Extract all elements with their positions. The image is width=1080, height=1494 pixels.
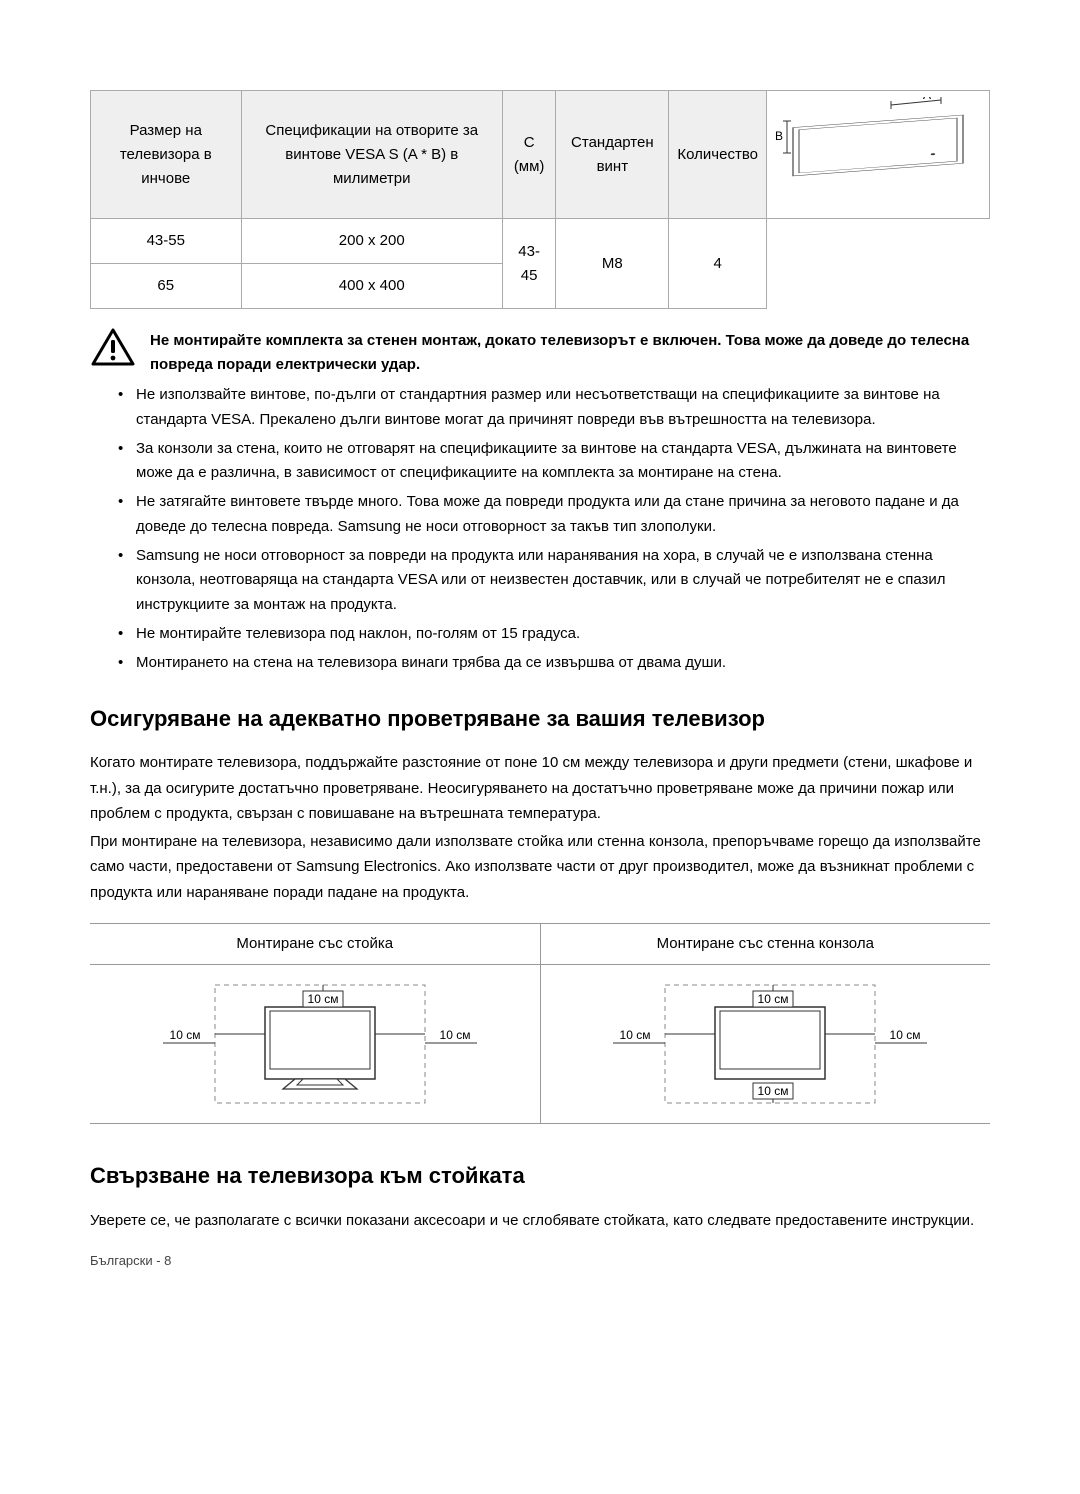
cell-size-1: 65 [91, 264, 242, 309]
page-footer: Български - 8 [90, 1251, 990, 1272]
cell-c-value: 43-45 [502, 219, 555, 309]
warning-triangle-icon [90, 327, 136, 367]
th-std-screw: Стандартен винт [556, 91, 669, 219]
clearance-top: 10 см [307, 992, 338, 1006]
vesa-spec-table: Размер на телевизора в инчове Спецификац… [90, 90, 990, 309]
vent-stand-diagram-cell: 10 см 10 см 10 см [90, 965, 540, 1124]
stand-para: Уверете се, че разполагате с всички пока… [90, 1208, 990, 1234]
warning-block: Не монтирайте комплекта за стенен монтаж… [90, 327, 990, 377]
warning-text: Не монтирайте комплекта за стенен монтаж… [150, 327, 990, 377]
wall-clearance-diagram-icon: 10 см 10 см 10 см 10 см [585, 979, 945, 1109]
clearance-right: 10 см [439, 1028, 470, 1042]
cell-vesa-0: 200 x 200 [241, 219, 502, 264]
clearance-right-w: 10 см [890, 1028, 921, 1042]
diagram-label-a: A [923, 97, 931, 102]
cell-vesa-1: 400 x 400 [241, 264, 502, 309]
th-vesa-spec: Спецификации на отворите за винтове VESA… [241, 91, 502, 219]
cell-qty: 4 [669, 219, 767, 309]
list-item: Не използвайте винтове, по-дълги от стан… [118, 383, 990, 433]
list-item: Не монтирайте телевизора под наклон, по-… [118, 622, 990, 647]
clearance-top-w: 10 см [758, 992, 789, 1006]
th-tv-size: Размер на телевизора в инчове [91, 91, 242, 219]
vent-wall-diagram-cell: 10 см 10 см 10 см 10 см [540, 965, 990, 1124]
ventilation-para-1: Когато монтирате телевизора, поддържайте… [90, 750, 990, 827]
cell-screw: M8 [556, 219, 669, 309]
list-item: Монтирането на стена на телевизора винаг… [118, 651, 990, 676]
ventilation-heading: Осигуряване на адекватно проветряване за… [90, 701, 990, 736]
clearance-left-w: 10 см [620, 1028, 651, 1042]
th-c-mm: C (мм) [502, 91, 555, 219]
list-item: Не затягайте винтовете твърде много. Тов… [118, 490, 990, 540]
clearance-left: 10 см [169, 1028, 200, 1042]
vesa-diagram-icon: A B [773, 97, 983, 212]
clearance-bottom-w: 10 см [758, 1084, 789, 1098]
vent-col-wall: Монтиране със стенна конзола [540, 924, 990, 965]
ventilation-para-2: При монтиране на телевизора, независимо … [90, 829, 990, 906]
stand-clearance-diagram-icon: 10 см 10 см 10 см [135, 979, 495, 1109]
th-qty: Количество [669, 91, 767, 219]
list-item: За конзоли за стена, които не отговарят … [118, 437, 990, 487]
vesa-diagram-cell: A B [766, 91, 989, 219]
ventilation-table: Монтиране със стойка Монтиране със стенн… [90, 923, 990, 1124]
cell-size-0: 43-55 [91, 219, 242, 264]
bullet-list: Не използвайте винтове, по-дълги от стан… [90, 383, 990, 675]
diagram-label-b: B [775, 129, 783, 143]
list-item: Samsung не носи отговорност за повреди н… [118, 544, 990, 618]
vent-col-stand: Монтиране със стойка [90, 924, 540, 965]
stand-heading: Свързване на телевизора към стойката [90, 1158, 990, 1193]
